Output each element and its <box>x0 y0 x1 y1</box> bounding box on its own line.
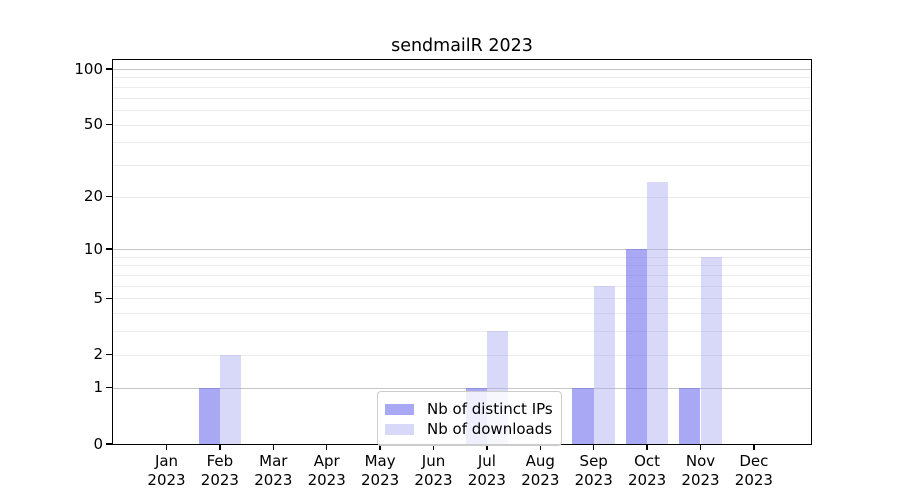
minor-gridline-6 <box>113 285 811 287</box>
major-gridline-1 <box>113 387 811 389</box>
y-tick-label-50: 50 <box>83 115 103 134</box>
y-tick-label-10: 10 <box>83 239 103 258</box>
x-tick-year-nov: 2023 <box>681 471 720 489</box>
y-tick-label-1: 1 <box>93 378 103 397</box>
y-tick-label-100: 100 <box>74 59 103 78</box>
bar-ips-oct <box>625 249 648 444</box>
y-tick-label-20: 20 <box>83 187 103 206</box>
y-tick-label-2: 2 <box>93 345 103 364</box>
y-tick-50 <box>106 123 112 126</box>
x-tick-mar <box>272 444 275 450</box>
minor-gridline-9 <box>113 256 811 258</box>
minor-gridline-7 <box>113 275 811 277</box>
x-tick-label-jun: Jun 2023 <box>404 452 464 490</box>
bar-downloads-feb <box>219 354 242 444</box>
y-tick-100 <box>106 68 112 70</box>
y-tick-1 <box>106 386 112 389</box>
x-tick-oct <box>646 444 648 450</box>
y-tick-0 <box>106 443 112 445</box>
legend-item-distinct-ips: Nb of distinct IPs <box>385 399 553 419</box>
x-tick-year-feb: 2023 <box>200 471 239 489</box>
legend-label-distinct-ips: Nb of distinct IPs <box>427 400 553 418</box>
x-tick-year-oct: 2023 <box>628 471 667 489</box>
x-tick-label-oct: Oct 2023 <box>617 452 677 490</box>
x-tick-label-aug: Aug 2023 <box>510 452 570 490</box>
bar-downloads-oct <box>647 182 669 444</box>
minor-gridline-90 <box>113 77 811 79</box>
y-tick-10 <box>106 248 112 250</box>
x-tick-jul <box>486 444 488 450</box>
bar-ips-nov <box>679 387 701 444</box>
minor-gridline-60 <box>113 109 811 111</box>
x-tick-year-jul: 2023 <box>467 471 506 489</box>
x-tick-label-jan: Jan 2023 <box>137 452 197 490</box>
x-tick-apr <box>325 444 328 450</box>
x-tick-year-aug: 2023 <box>521 471 560 489</box>
x-tick-label-jul: Jul 2023 <box>457 452 517 490</box>
x-tick-label-nov: Nov 2023 <box>671 452 731 490</box>
legend-swatch-distinct-ips <box>385 403 414 415</box>
x-tick-label-feb: Feb 2023 <box>190 452 250 490</box>
plot-area: 0 1 2 5 10 20 50 100 Jan 2023 Feb 2023 Mar 2023 Apr 202… <box>74 59 812 489</box>
y-tick-5 <box>106 297 112 300</box>
bar-ips-feb <box>198 387 220 444</box>
x-tick-label-sep: Sep 2023 <box>564 452 624 490</box>
y-tick-label-0: 0 <box>93 434 103 453</box>
major-gridline-100 <box>113 69 811 70</box>
bar-downloads-nov <box>700 256 722 444</box>
legend-item-downloads: Nb of downloads <box>385 419 553 439</box>
x-tick-nov <box>699 444 702 450</box>
x-tick-feb <box>219 444 221 450</box>
x-tick-year-jan: 2023 <box>147 471 186 489</box>
minor-gridline-40 <box>113 142 811 144</box>
chart-title: sendmailR 2023 <box>391 36 533 56</box>
x-tick-year-apr: 2023 <box>307 471 346 489</box>
minor-gridline-20 <box>113 196 811 198</box>
y-tick-20 <box>106 195 112 198</box>
x-tick-dec <box>753 444 755 450</box>
x-tick-year-dec: 2023 <box>734 471 773 489</box>
x-tick-may <box>379 444 381 450</box>
bar-ips-sep <box>572 387 594 444</box>
x-tick-label-apr: Apr 2023 <box>297 452 357 490</box>
x-tick-year-mar: 2023 <box>254 471 293 489</box>
y-tick-2 <box>106 353 112 356</box>
legend: Nb of distinct IPs Nb of downloads <box>377 391 562 446</box>
minor-gridline-5 <box>113 298 811 300</box>
legend-label-downloads: Nb of downloads <box>427 420 553 438</box>
minor-gridline-3 <box>113 331 811 333</box>
x-tick-year-may: 2023 <box>361 471 400 489</box>
x-tick-sep <box>592 444 595 450</box>
x-tick-label-dec: Dec 2023 <box>724 452 784 490</box>
minor-gridline-70 <box>113 97 811 99</box>
major-gridline-10 <box>113 249 811 251</box>
x-tick-aug <box>539 444 542 450</box>
x-tick-year-sep: 2023 <box>574 471 613 489</box>
minor-gridline-30 <box>113 164 811 166</box>
legend-swatch-downloads <box>385 423 414 435</box>
bar-downloads-sep <box>593 285 616 444</box>
minor-gridline-2 <box>113 354 811 356</box>
x-tick-label-mar: Mar 2023 <box>243 452 303 490</box>
y-tick-label-5: 5 <box>93 288 103 307</box>
x-tick-jan <box>165 444 168 450</box>
minor-gridline-4 <box>113 313 811 315</box>
x-tick-year-jun: 2023 <box>414 471 453 489</box>
minor-gridline-80 <box>113 86 811 88</box>
minor-gridline-50 <box>113 124 811 126</box>
x-tick-jun <box>432 444 435 450</box>
minor-gridline-8 <box>113 265 811 267</box>
x-tick-label-may: May 2023 <box>350 452 410 490</box>
